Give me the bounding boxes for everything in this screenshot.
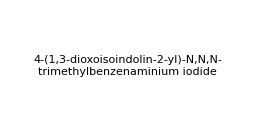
- Text: 4-(1,3-dioxoisoindolin-2-yl)-N,N,N-
trimethylbenzenaminium iodide: 4-(1,3-dioxoisoindolin-2-yl)-N,N,N- trim…: [33, 55, 221, 77]
